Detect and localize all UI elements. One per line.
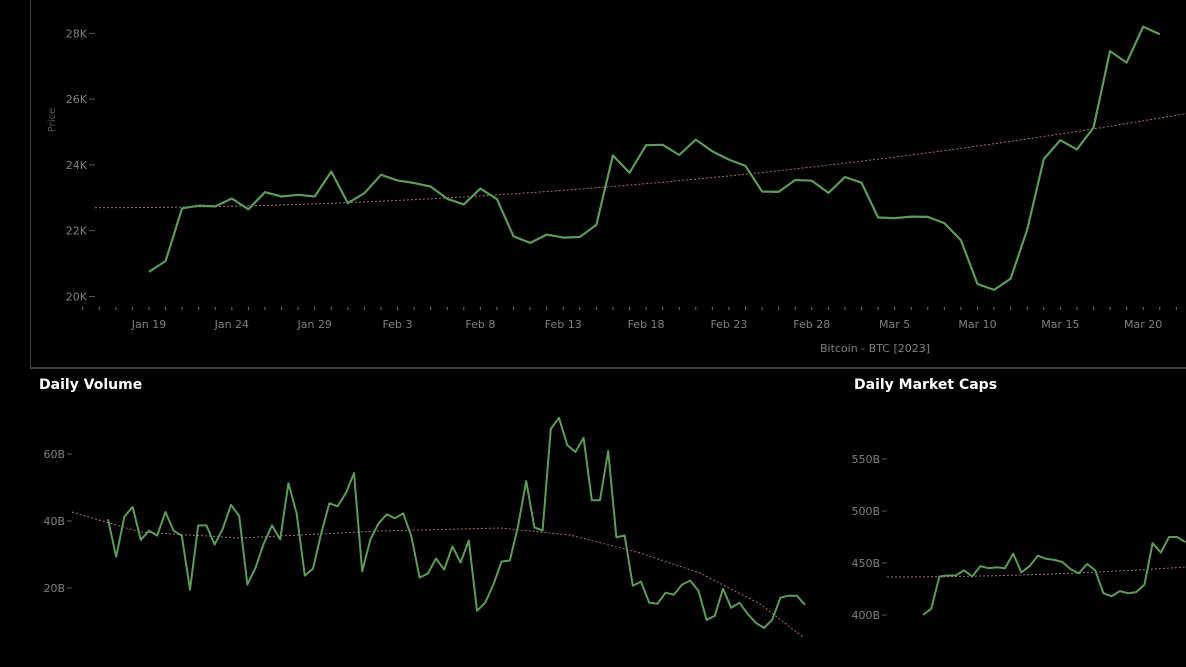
price-x-axis-title: Bitcoin - BTC [2023] <box>820 342 930 355</box>
mcap-y-tick-label: 550B <box>851 453 880 466</box>
volume-y-tick-label: 20B <box>43 582 65 595</box>
mcap-y-tick-label: 500B <box>851 505 880 518</box>
price-x-tick-label: Mar 20 <box>1124 318 1162 331</box>
price-y-tick-label: 26K <box>66 93 88 106</box>
price-x-tick-label: Mar 15 <box>1041 318 1079 331</box>
price-y-tick-label: 22K <box>66 225 88 238</box>
price-x-tick-label: Feb 23 <box>710 318 747 331</box>
price-series-line <box>148 25 1161 291</box>
daily-volume-title: Daily Volume <box>39 377 143 393</box>
volume-y-tick-label: 60B <box>43 448 65 461</box>
price-trend-line <box>94 113 1186 209</box>
price-x-tick-label: Feb 3 <box>383 318 413 331</box>
price-y-tick-label: 20K <box>66 291 88 304</box>
price-x-tick-label: Jan 24 <box>214 318 249 331</box>
volume-y-tick-label: 40B <box>43 515 65 528</box>
price-x-tick-label: Feb 28 <box>793 318 830 331</box>
main-chart-frame-left <box>30 0 31 368</box>
volume-series-line <box>107 416 806 629</box>
price-x-tick-label: Feb 13 <box>545 318 582 331</box>
mcap-trend-line <box>887 566 1186 578</box>
price-x-tick-label: Mar 5 <box>879 318 910 331</box>
daily-market-caps-title: Daily Market Caps <box>854 377 998 393</box>
price-x-tick-label: Feb 8 <box>465 318 495 331</box>
price-y-tick-label: 24K <box>66 159 88 172</box>
mcap-series-line <box>922 536 1186 616</box>
price-x-tick-label: Jan 29 <box>296 318 331 331</box>
mcap-y-tick-label: 450B <box>851 557 880 570</box>
mcap-y-tick-label: 400B <box>851 609 880 622</box>
price-y-tick-label: 28K <box>66 27 88 40</box>
price-x-tick-label: Feb 18 <box>628 318 665 331</box>
volume-trend-line <box>71 511 804 638</box>
price-axis-label: Price <box>47 108 58 132</box>
price-x-tick-label: Mar 10 <box>958 318 996 331</box>
price-x-tick-label: Jan 19 <box>131 318 166 331</box>
panel-separator <box>30 367 1186 369</box>
